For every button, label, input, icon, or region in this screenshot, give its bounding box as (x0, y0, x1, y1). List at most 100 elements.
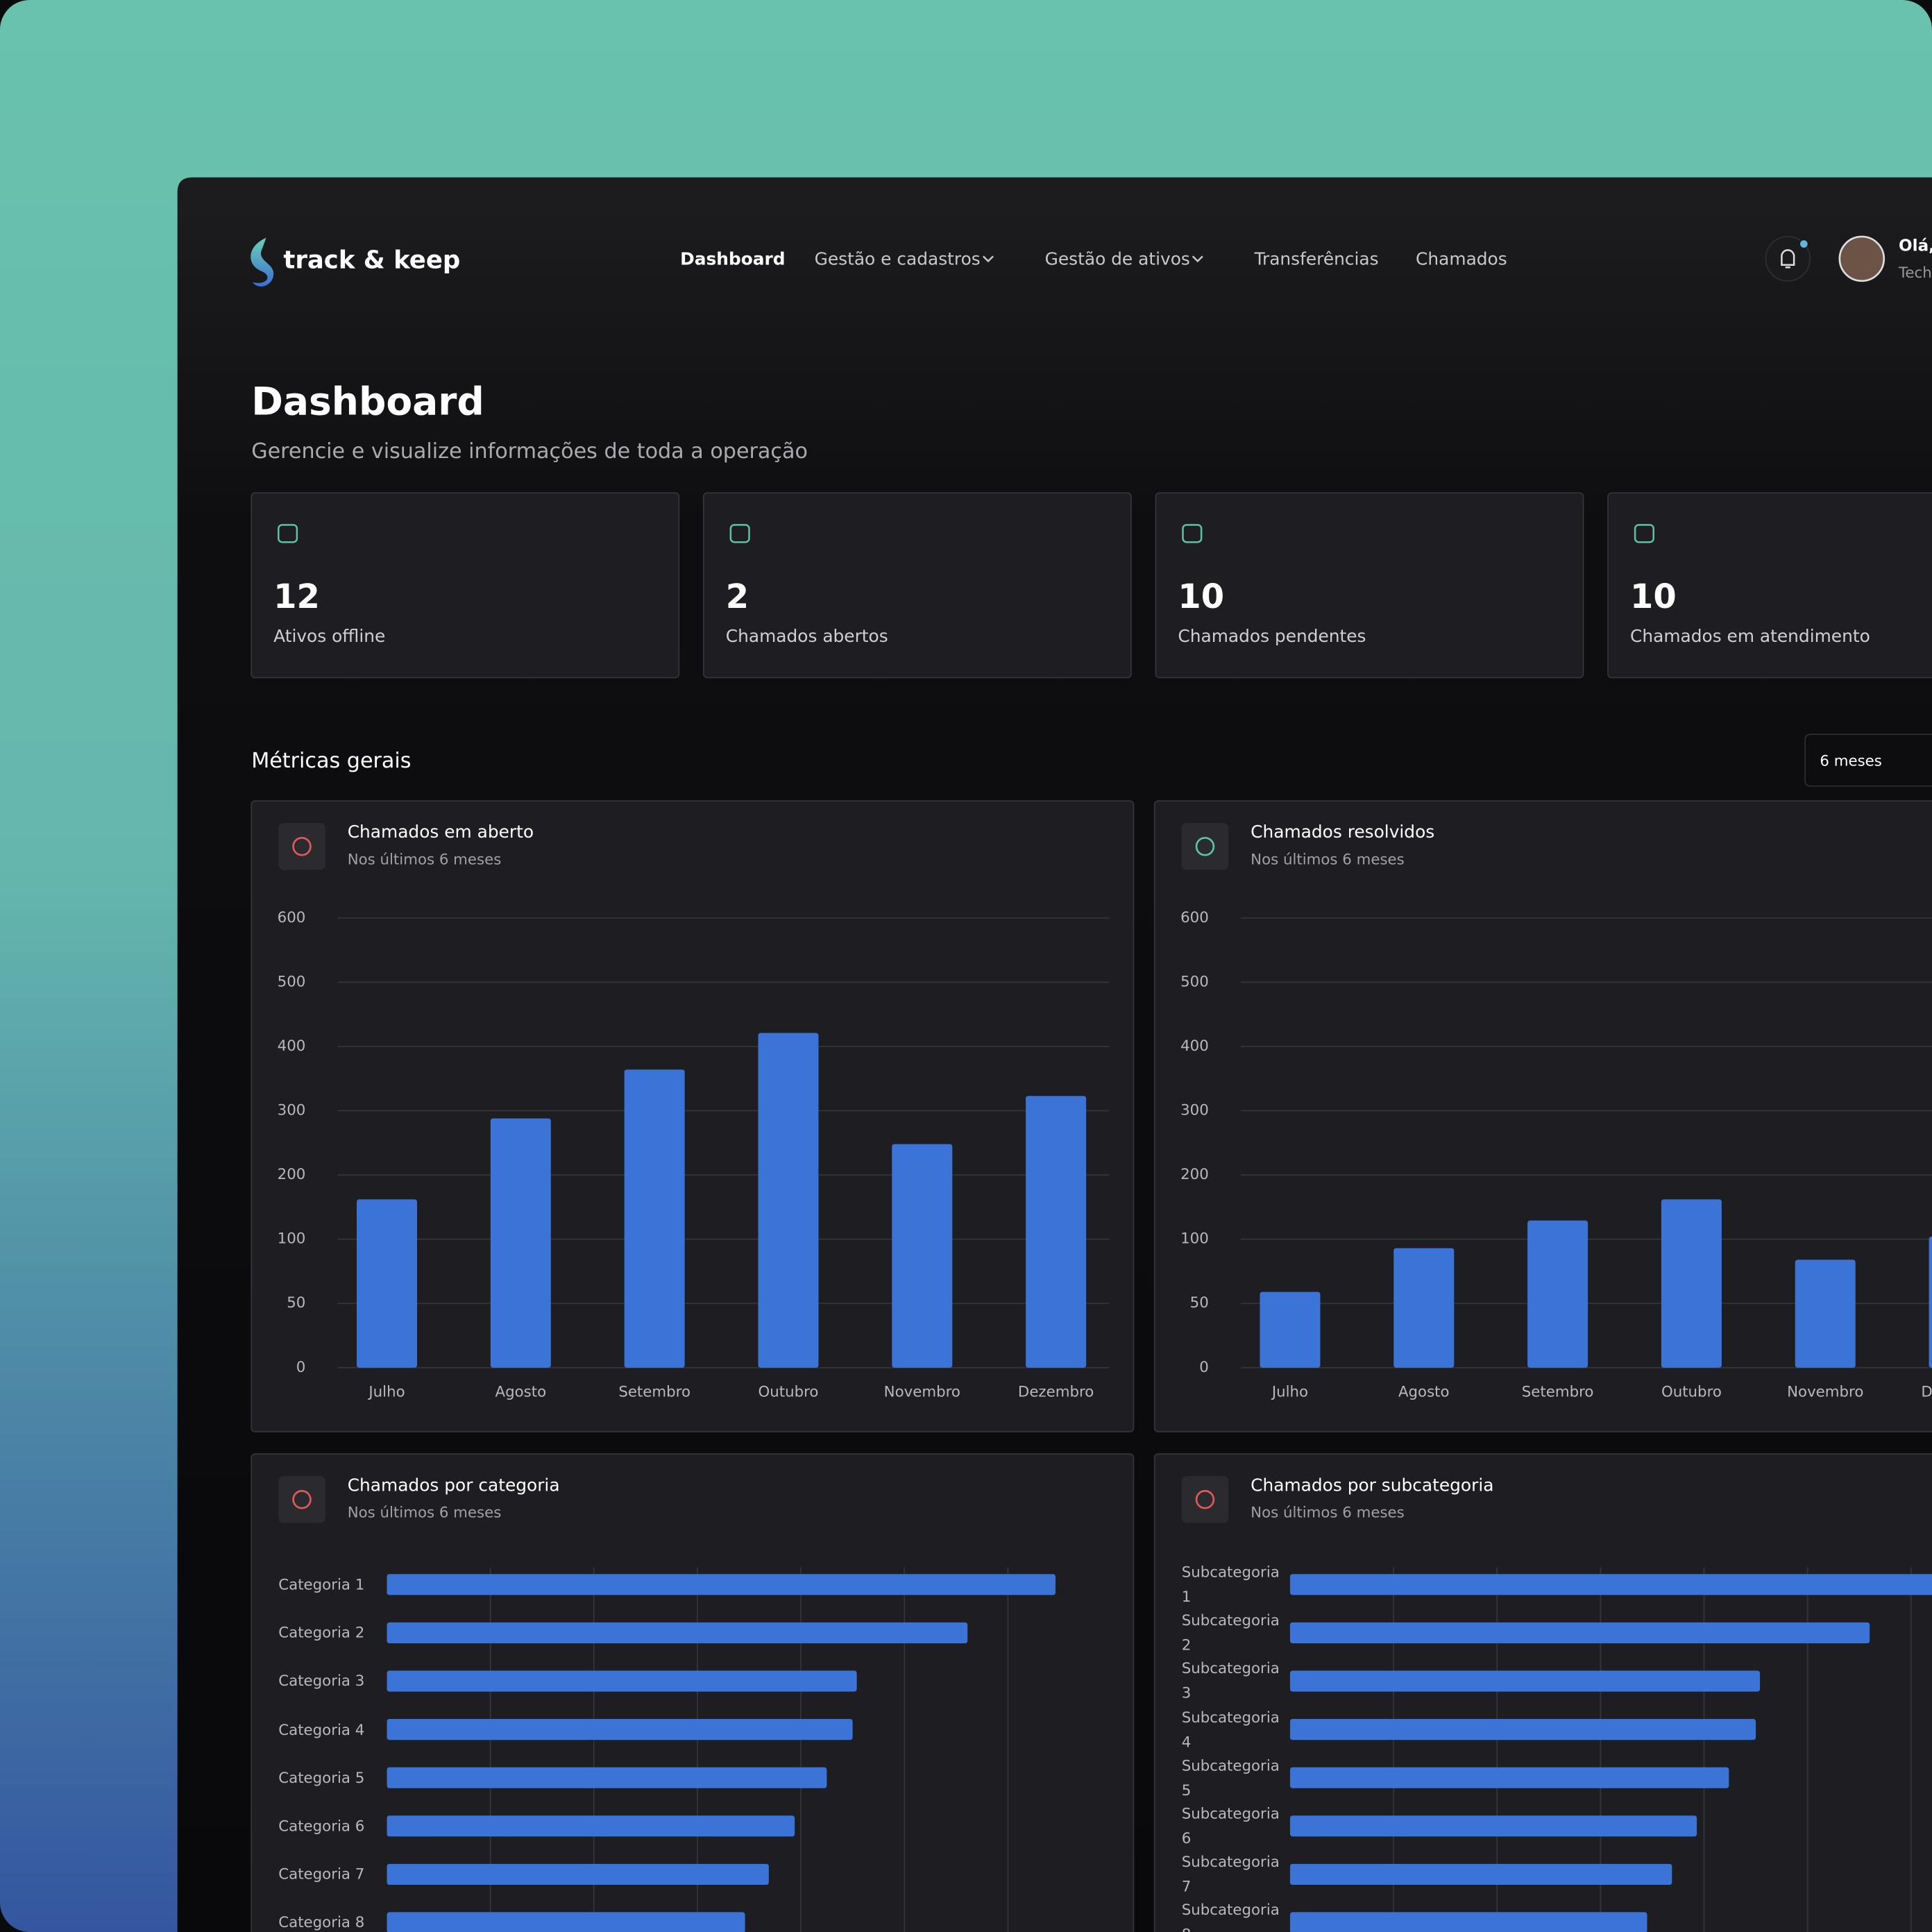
stat-value: 10 (1630, 578, 1677, 616)
y-tick-label-box: Subcategoria 7 (1182, 1854, 1280, 1895)
y-tick-label: 500 (278, 973, 306, 990)
section-title: Métricas gerais (251, 749, 411, 773)
chevron-icon (982, 255, 994, 263)
stat-card (251, 492, 680, 679)
y-tick-label: 50 (1190, 1294, 1209, 1312)
y-tick-label: Subcategoria 6 (1181, 1805, 1280, 1847)
nav-item[interactable]: Gestão e cadastros (815, 249, 981, 269)
bar (1929, 1236, 1932, 1368)
y-tick-label: 50 (287, 1294, 305, 1312)
y-tick-label-box: Subcategoria 5 (1181, 1756, 1280, 1799)
bar (1527, 1220, 1588, 1368)
avatar[interactable] (1838, 235, 1886, 282)
bar (1289, 1622, 1870, 1643)
y-tick-label: Categoria 3 (278, 1672, 365, 1690)
x-tick-label: Dezembro (1921, 1383, 1932, 1400)
stat-label: Chamados em atendimento (1630, 626, 1870, 646)
logo-icon (251, 237, 274, 287)
y-tick-label: 600 (278, 909, 306, 926)
y-tick-label: Subcategoria 4 (1181, 1708, 1280, 1751)
y-tick-label-box: Categoria 4 (278, 1721, 364, 1738)
logo[interactable]: track & keep (283, 246, 460, 274)
bar (1289, 1863, 1672, 1885)
period-select[interactable] (1804, 734, 1932, 787)
bar (357, 1199, 418, 1368)
nav-item[interactable]: Dashboard (680, 249, 786, 269)
y-tick-label-box: Subcategoria 2 (1181, 1611, 1280, 1654)
y-tick-label: Categoria 1 (278, 1575, 365, 1593)
period-select-label: 6 meses (1820, 752, 1881, 770)
y-tick-label-box: Categoria 5 (278, 1769, 365, 1787)
bar (387, 1767, 827, 1788)
stat-card (1155, 492, 1584, 679)
bar (1289, 1574, 1932, 1595)
bar (387, 1863, 769, 1885)
bar (1026, 1096, 1087, 1368)
stat-icon (1182, 524, 1203, 543)
y-tick-label: 100 (278, 1230, 306, 1248)
nav-item[interactable]: Transferências (1253, 249, 1378, 269)
y-tick-label: 0 (296, 1359, 306, 1376)
page-subtitle: Gerencie e visualize informações de toda… (251, 439, 808, 464)
bar (758, 1033, 819, 1368)
bar (1289, 1912, 1647, 1932)
x-tick-label: Julho (367, 1383, 405, 1400)
nav-item[interactable]: Chamados (1416, 249, 1507, 269)
stat-label: Chamados pendentes (1178, 626, 1366, 646)
y-tick-label-box: Categoria 6 (278, 1817, 364, 1835)
bar (387, 1670, 857, 1692)
bar (1260, 1291, 1321, 1368)
y-tick-label-box: Subcategoria 4 (1181, 1708, 1280, 1751)
chart-subtitle: Nos últimos 6 meses (348, 1504, 502, 1521)
bar (1393, 1248, 1455, 1368)
x-tick-label: Novembro (1787, 1383, 1863, 1400)
bar (387, 1912, 745, 1932)
stat-card (1607, 492, 1932, 679)
y-tick-label-box: Subcategoria 1 (1181, 1564, 1280, 1606)
x-tick-label: Setembro (1522, 1383, 1594, 1400)
y-tick-label: Subcategoria 5 (1181, 1756, 1280, 1799)
y-tick-label: Subcategoria 1 (1181, 1564, 1280, 1606)
stat-label: Ativos offline (273, 626, 385, 646)
chevron-icon (1192, 255, 1203, 263)
y-tick-label-box: Categoria 3 (278, 1672, 365, 1690)
stat-label: Chamados abertos (726, 626, 888, 646)
bar (1661, 1199, 1722, 1368)
y-tick-label-box: Categoria 8 (278, 1914, 364, 1931)
greeting: Olá, (1899, 237, 1932, 255)
y-tick-label-box: Subcategoria 8 (1182, 1901, 1280, 1932)
bar (1795, 1260, 1856, 1368)
chart-title: Chamados por subcategoria (1251, 1475, 1493, 1495)
bar (1289, 1719, 1756, 1740)
chart-icon-box (1181, 823, 1229, 870)
stat-value: 12 (273, 578, 320, 616)
y-tick-label: 400 (1180, 1037, 1209, 1055)
x-tick-label: Agosto (495, 1383, 547, 1400)
bar (387, 1574, 1056, 1595)
chart-subtitle: Nos últimos 6 meses (1251, 851, 1405, 868)
chart-card (251, 1453, 1135, 1932)
chart-subtitle: Nos últimos 6 meses (348, 851, 502, 868)
notification-button[interactable] (1765, 236, 1811, 282)
bar (1289, 1767, 1729, 1788)
bell-icon (1781, 249, 1795, 269)
user-role: Tech (1898, 264, 1932, 282)
x-tick-label: Outubro (1661, 1383, 1722, 1400)
chart-title: Chamados resolvidos (1251, 822, 1434, 842)
y-tick-label-box: Categoria 2 (278, 1624, 364, 1641)
bar (624, 1069, 685, 1368)
bar (387, 1622, 968, 1643)
y-tick-label: 600 (1180, 909, 1209, 926)
nav-item[interactable]: Gestão de ativos (1045, 249, 1190, 269)
y-tick-label: 200 (278, 1166, 306, 1183)
x-tick-label: Outubro (758, 1383, 818, 1400)
bar (387, 1719, 853, 1740)
y-tick-label: Subcategoria 2 (1181, 1611, 1280, 1654)
x-tick-label: Novembro (884, 1383, 960, 1400)
x-tick-label: Julho (1271, 1383, 1308, 1400)
chart-icon (1195, 837, 1215, 856)
y-tick-label-box: Subcategoria 6 (1181, 1805, 1280, 1847)
y-tick-label: Categoria 5 (278, 1769, 365, 1787)
page-title: Dashboard (251, 379, 484, 423)
